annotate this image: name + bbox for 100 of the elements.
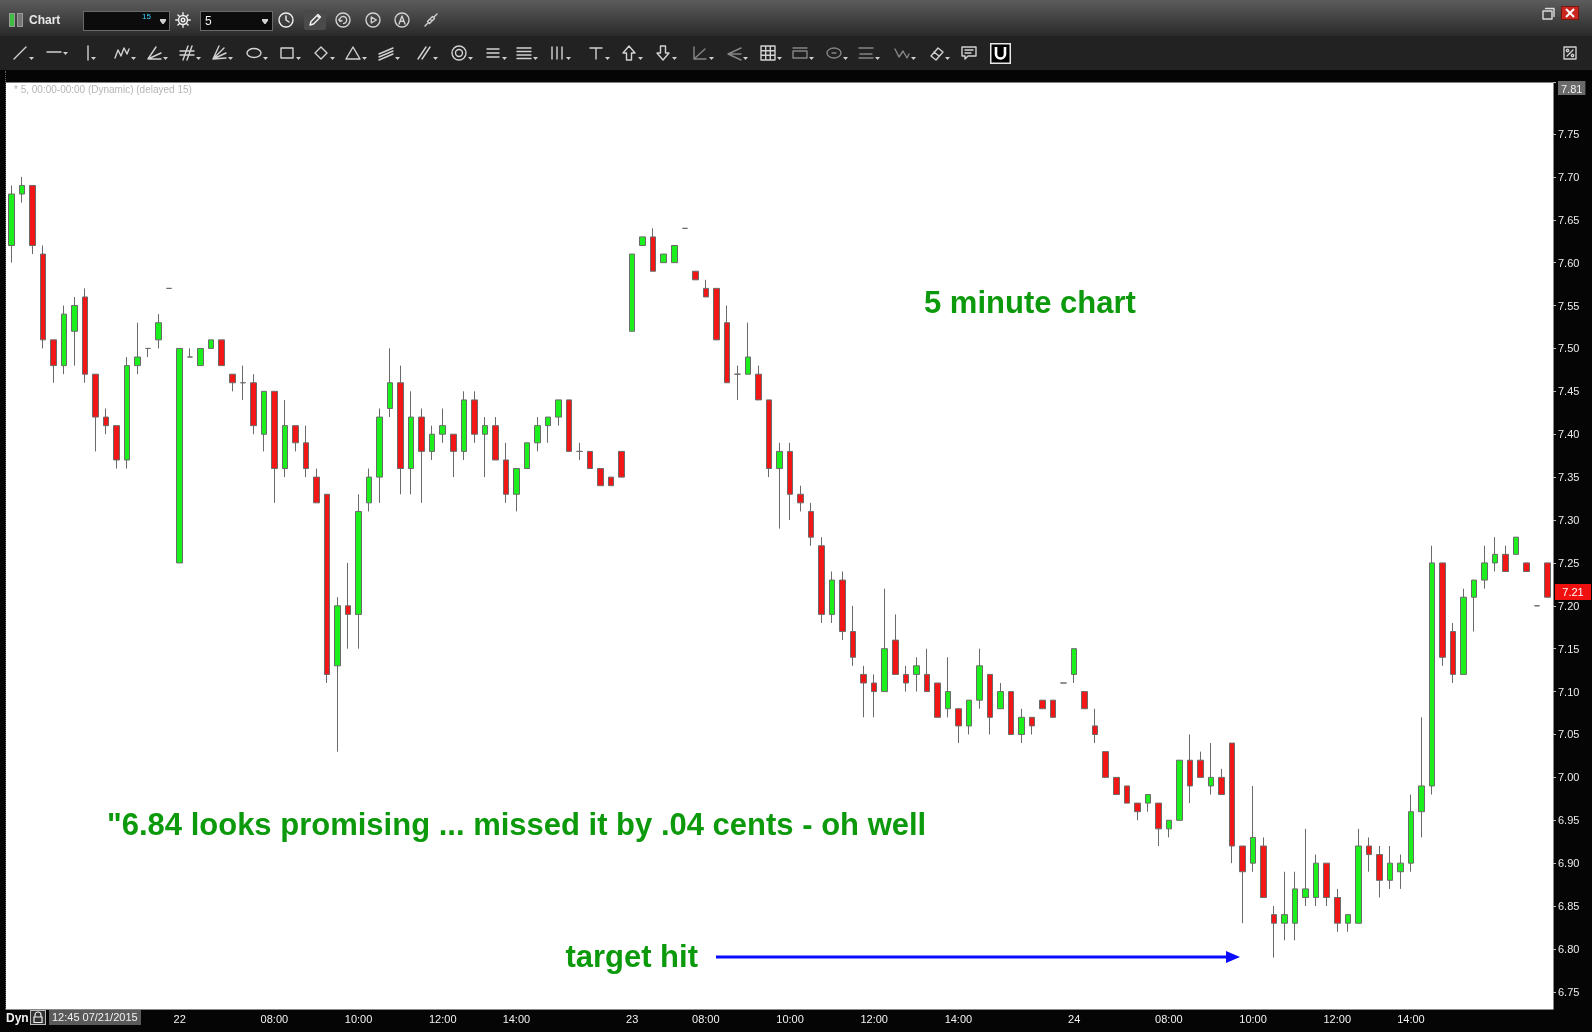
candlestick xyxy=(997,682,1004,710)
candlestick xyxy=(1460,588,1467,675)
candlestick xyxy=(608,476,614,487)
candlestick xyxy=(1092,708,1098,744)
candlestick xyxy=(197,347,204,367)
candlestick xyxy=(808,502,814,547)
candlestick xyxy=(797,485,804,512)
x-tick-label: 24 xyxy=(1068,1012,1081,1025)
y-tick-label: 7.15 xyxy=(1558,642,1580,655)
candlestick xyxy=(987,673,993,735)
candlestick xyxy=(355,493,362,650)
candlestick xyxy=(860,665,867,718)
x-tick-label: 12:00 xyxy=(428,1012,457,1025)
x-tick-label: 14:00 xyxy=(944,1012,973,1025)
y-tick-label: 7.40 xyxy=(1558,428,1580,441)
candlestick xyxy=(776,442,783,530)
y-tick-label: 7.81 xyxy=(1561,82,1583,95)
candlestick xyxy=(1239,845,1246,924)
candlestick xyxy=(103,407,109,435)
x-tick-label: 22 xyxy=(173,1012,186,1025)
candlestick xyxy=(303,425,309,478)
candlestick xyxy=(534,416,541,452)
candlestick xyxy=(1313,854,1319,907)
y-tick-label: 7.60 xyxy=(1558,256,1580,269)
candlestick xyxy=(387,347,393,418)
y-tick-label: 7.65 xyxy=(1558,213,1580,226)
candlestick xyxy=(40,245,46,349)
candlestick xyxy=(1544,562,1551,598)
candlestick xyxy=(629,253,635,332)
y-tick-label: 7.20 xyxy=(1558,599,1580,612)
text: 7.21 xyxy=(1555,584,1591,600)
candlestick xyxy=(450,433,457,478)
candlestick xyxy=(513,468,520,512)
candlestick xyxy=(1260,836,1267,898)
candlestick xyxy=(1208,742,1214,796)
candlestick xyxy=(92,373,99,452)
candlestick xyxy=(587,450,593,470)
candlestick xyxy=(1323,862,1330,907)
candlestick xyxy=(429,425,435,461)
candlestick xyxy=(1197,751,1204,778)
candlestick xyxy=(734,365,741,401)
x-tick-label: 12:00 xyxy=(1323,1012,1352,1025)
candlestick xyxy=(1134,802,1141,821)
candlestick xyxy=(461,390,467,461)
x-tick-label: 23 xyxy=(626,1012,639,1025)
candlestick xyxy=(850,605,856,667)
candlestick xyxy=(597,468,604,487)
candlestick xyxy=(703,279,709,298)
candlestick xyxy=(692,270,699,281)
candlestick xyxy=(1166,819,1172,838)
candlestick xyxy=(218,339,225,367)
candlestick xyxy=(1018,708,1025,744)
candlestick xyxy=(82,287,88,384)
y-tick-label: 7.30 xyxy=(1558,514,1580,527)
candlestick xyxy=(1281,871,1288,941)
candlestick xyxy=(829,570,835,624)
candlestick xyxy=(482,416,488,478)
candlestick xyxy=(418,407,425,504)
candlestick xyxy=(1492,536,1498,572)
candlestick xyxy=(292,425,299,452)
candlestick xyxy=(1429,545,1435,796)
candlestick xyxy=(839,570,846,641)
candlestick xyxy=(1355,828,1362,924)
candlestick xyxy=(240,365,246,401)
candlestick xyxy=(524,442,530,470)
candlestick xyxy=(576,442,583,461)
x-tick-label: 08:00 xyxy=(692,1012,720,1025)
candlestick xyxy=(1176,759,1183,821)
candlestick xyxy=(1302,828,1309,907)
candlestick xyxy=(1334,888,1341,933)
candlestick xyxy=(324,493,330,684)
candlestick xyxy=(155,313,162,349)
candlestick xyxy=(271,390,278,504)
candlestick xyxy=(713,287,720,341)
candlestick xyxy=(660,253,667,264)
candlestick xyxy=(945,656,951,718)
y-tick-label: 7.55 xyxy=(1558,299,1580,312)
candlestick xyxy=(1250,785,1256,873)
x-tick-label: 12:00 xyxy=(860,1012,888,1025)
candlestick xyxy=(1523,562,1530,572)
candlestick xyxy=(924,648,930,693)
candlestick xyxy=(1366,836,1372,873)
candlestick xyxy=(1124,785,1130,804)
candlestick xyxy=(1481,545,1488,590)
y-tick-label: 7.05 xyxy=(1558,728,1580,741)
candlestick xyxy=(397,365,404,495)
chart-title: * 5, 00:00-00:00 (Dynamic) (delayed 15) xyxy=(14,83,192,95)
y-tick-label: 7.75 xyxy=(1558,127,1580,140)
candlestick xyxy=(229,373,236,392)
candlestick xyxy=(1145,794,1151,813)
candlestick xyxy=(881,588,888,693)
annotation: "6.84 looks promising ... missed it by .04 cents - oh well xyxy=(107,807,927,843)
candlestick xyxy=(955,708,962,744)
candlestick xyxy=(345,562,351,650)
candlestick xyxy=(1229,742,1235,864)
candlestick xyxy=(1418,716,1425,838)
y-tick-label: 7.10 xyxy=(1558,685,1580,698)
candlestick xyxy=(250,373,257,435)
candlestick xyxy=(671,245,678,264)
candlestick xyxy=(503,442,509,504)
